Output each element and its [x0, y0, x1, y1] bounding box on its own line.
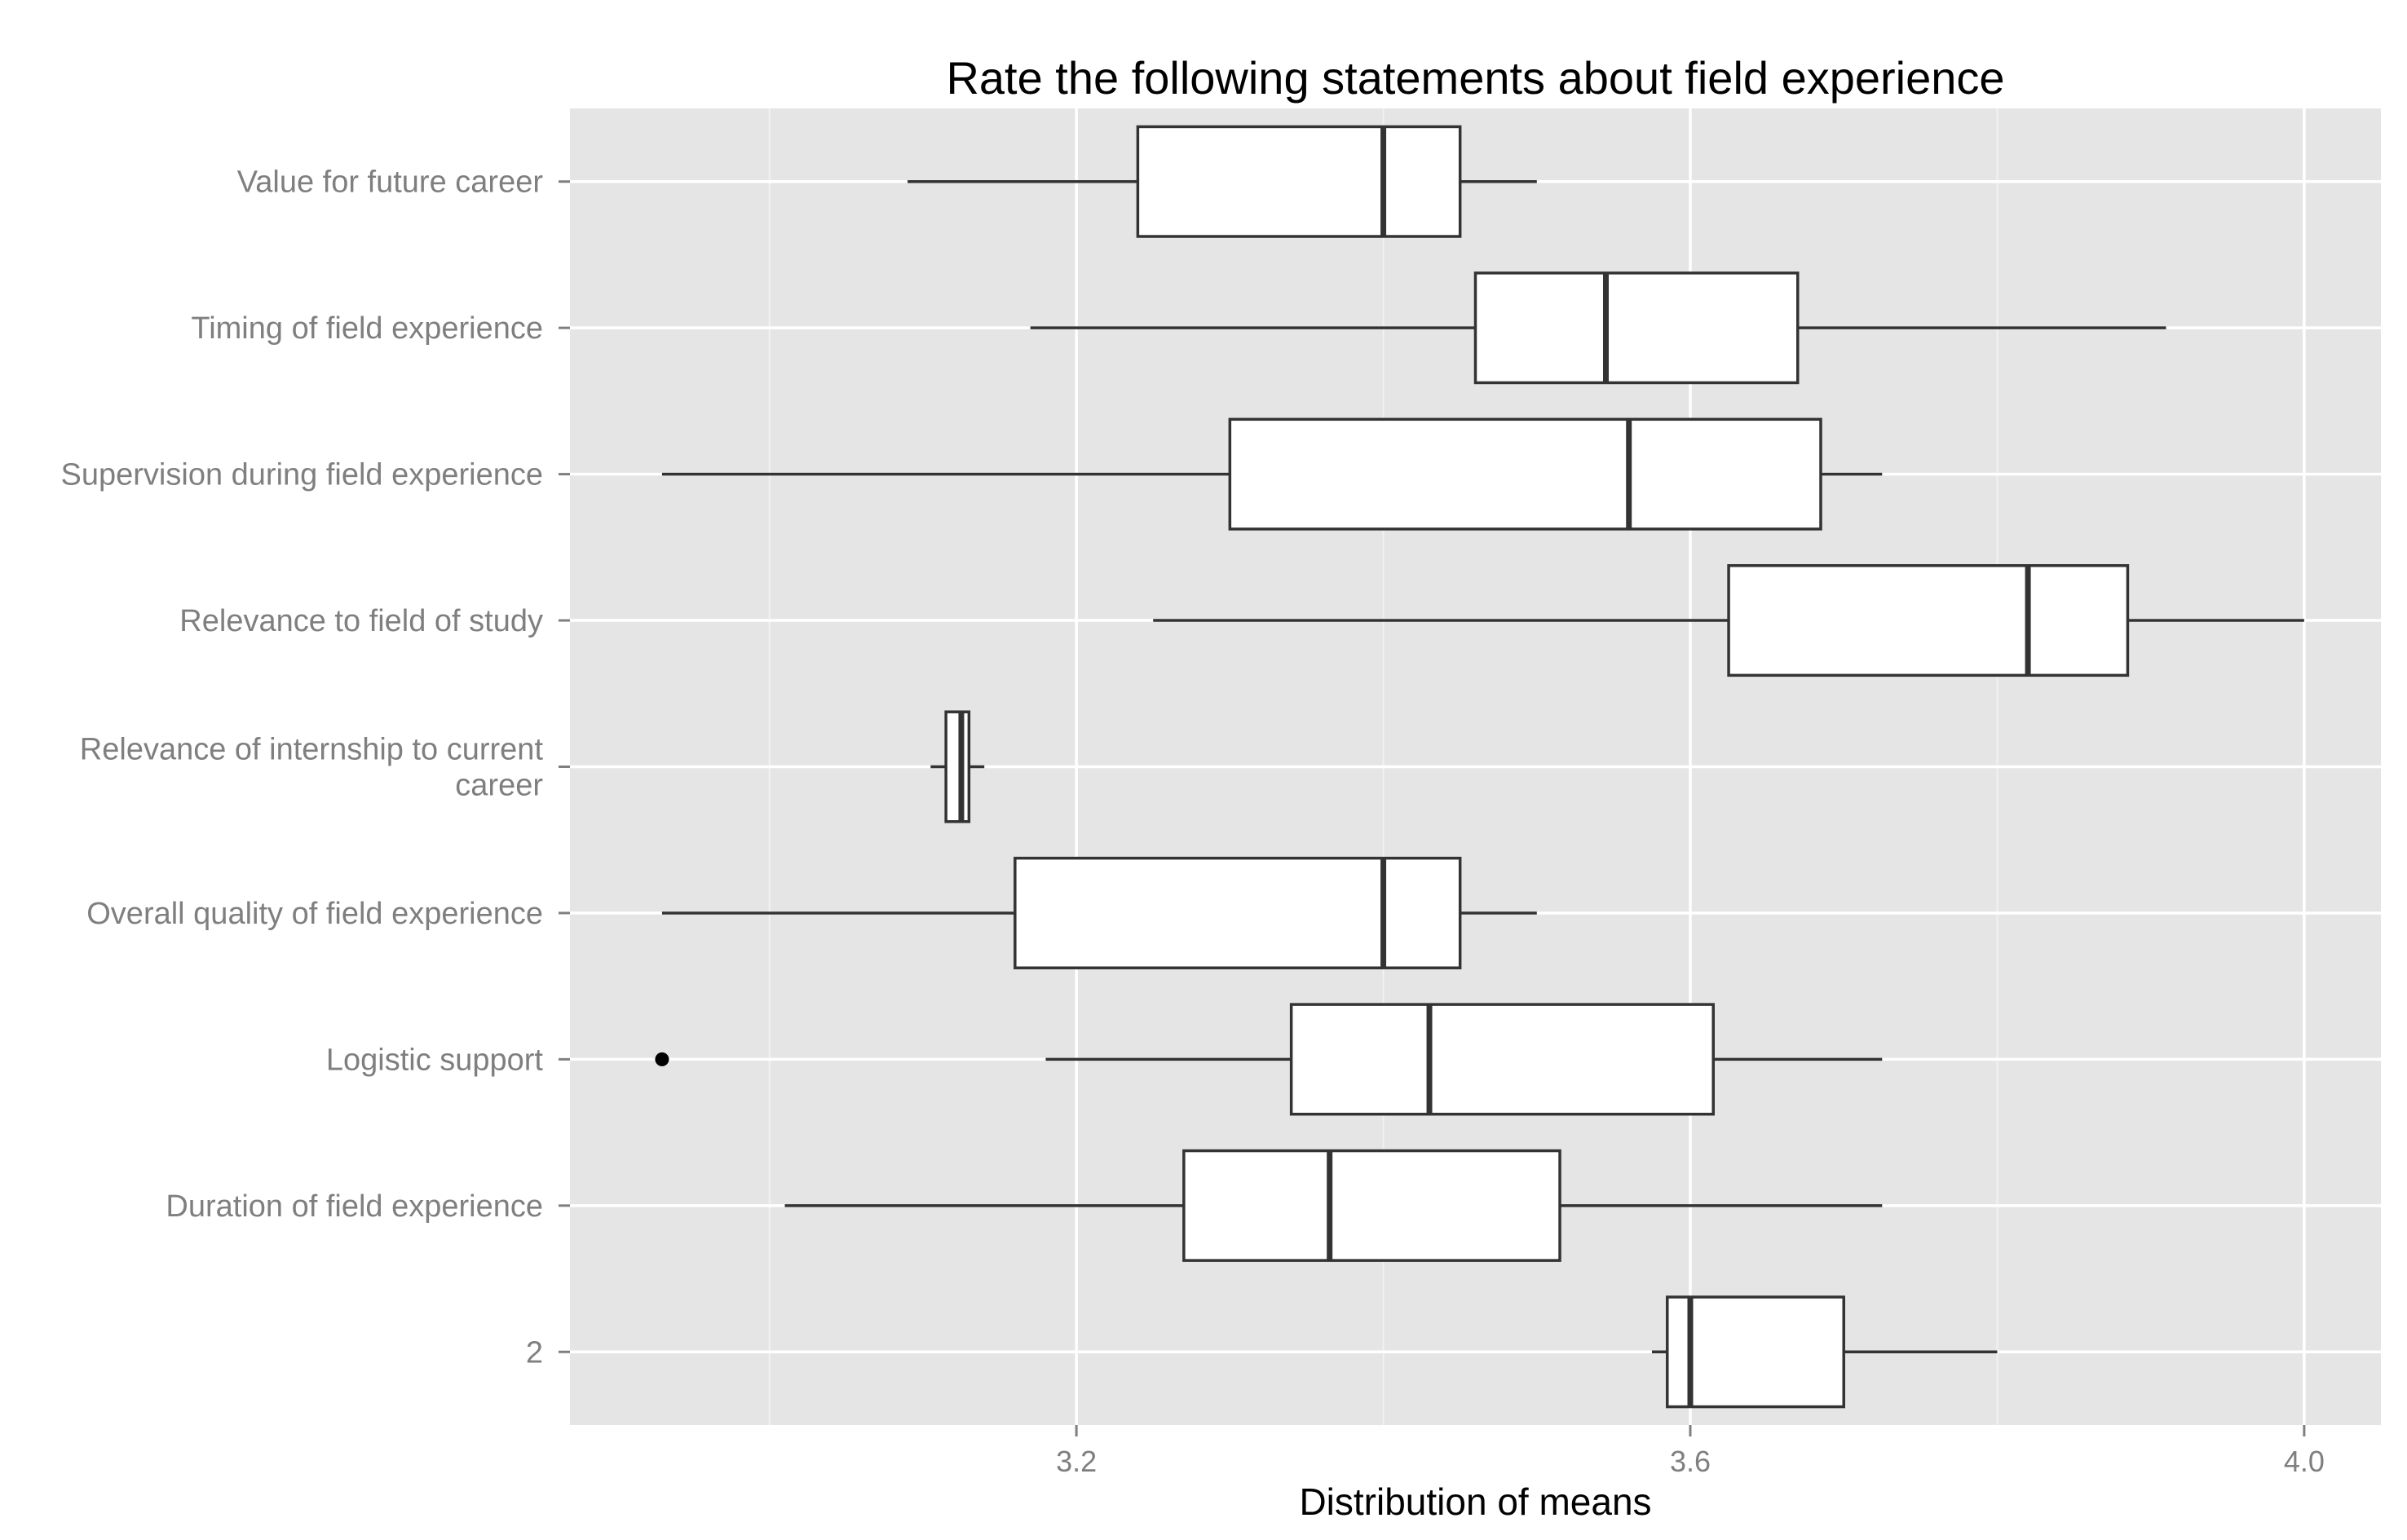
box-group [661, 856, 1537, 969]
y-tick-label-line: Timing of field experience [191, 311, 543, 346]
y-tick-label: Overall quality of field experience [86, 897, 543, 931]
y-tick-label: 2 [526, 1335, 543, 1370]
x-tick-label: 4.0 [2284, 1445, 2325, 1478]
iqr-box [944, 710, 971, 823]
iqr-box [1473, 271, 1800, 385]
iqr-box [1136, 125, 1462, 238]
outlier-point [655, 1052, 669, 1066]
y-tick-label: Logistic support [326, 1043, 544, 1077]
box-group [1153, 564, 2304, 677]
box-group [908, 125, 1537, 238]
box-group [930, 710, 985, 823]
y-tick-label-line: Duration of field experience [166, 1189, 543, 1224]
y-tick-label-line: Relevance of internship to current [80, 733, 544, 767]
box-group [661, 417, 1883, 531]
y-tick-label: Timing of field experience [191, 311, 543, 346]
y-tick-label-line: Logistic support [326, 1043, 544, 1077]
y-tick-label-line: Value for future career [237, 165, 544, 200]
y-tick-label-line: Overall quality of field experience [86, 897, 543, 931]
box-layer [655, 125, 2304, 1409]
iqr-box [1666, 1295, 1845, 1409]
box-group [655, 1003, 1883, 1116]
y-tick-label-line: 2 [526, 1335, 543, 1370]
y-tick-label: Relevance to field of study [179, 604, 543, 638]
y-tick-label: Duration of field experience [166, 1189, 543, 1224]
y-tick-label-line: Supervision during field experience [61, 458, 543, 492]
iqr-box [1228, 417, 1822, 531]
axis-layer: Value for future career Timing of field e… [61, 165, 2325, 1478]
iqr-box [1182, 1149, 1561, 1262]
y-tick-label: Relevance of internship to current career [80, 733, 544, 803]
y-tick-label: Value for future career [237, 165, 544, 200]
x-tick-label: 3.2 [1056, 1445, 1097, 1478]
y-tick-label-line: Relevance to field of study [179, 604, 543, 638]
box-group [1030, 271, 2166, 385]
box-group [784, 1149, 1883, 1262]
y-tick-label-line: career [455, 769, 543, 803]
iqr-box [1014, 856, 1462, 969]
iqr-box [1289, 1003, 1715, 1116]
chart-title: Rate the following statements about fiel… [946, 52, 2004, 104]
x-tick-label: 3.6 [1670, 1445, 1711, 1478]
iqr-box [1727, 564, 2130, 677]
y-tick-label: Supervision during field experience [61, 458, 543, 492]
box-group [1651, 1295, 1998, 1409]
x-axis-label: Distribution of means [1299, 1480, 1651, 1523]
